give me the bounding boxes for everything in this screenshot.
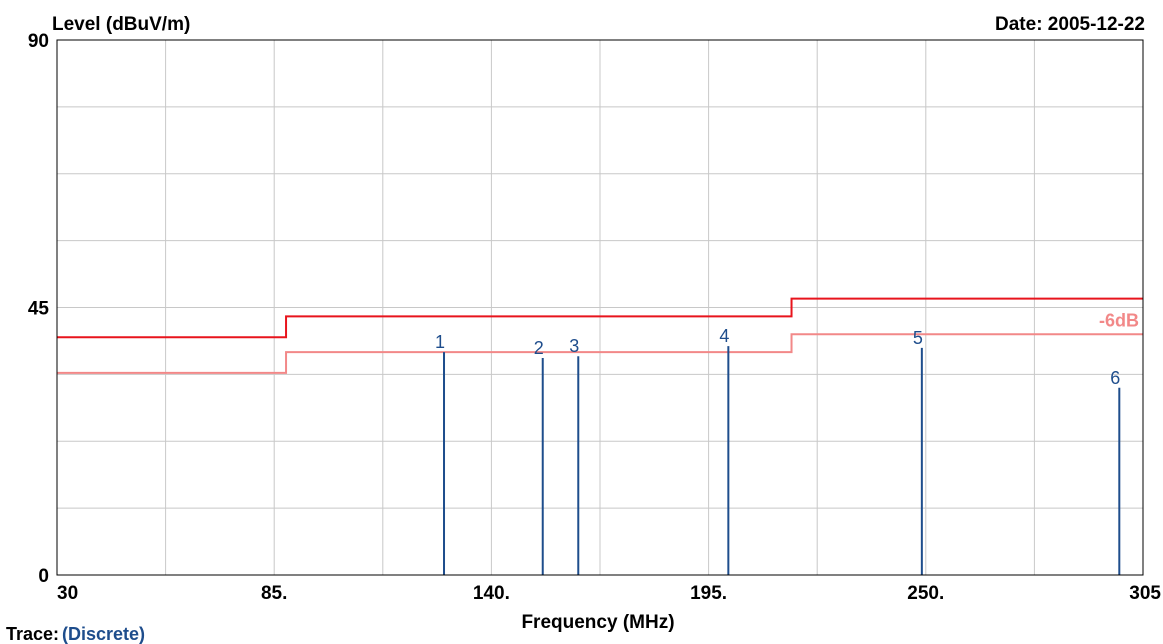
marker-label: 5 [913, 328, 923, 348]
y-tick-label: 90 [28, 31, 49, 52]
marker-label: 3 [569, 336, 579, 356]
y-tick-label: 0 [38, 566, 49, 587]
limit-line [57, 333, 1143, 374]
x-tick-label: 195. [690, 583, 727, 604]
x-tick-label: 30 [57, 583, 78, 604]
marker-label: 2 [534, 338, 544, 358]
marker-label: 6 [1110, 368, 1120, 388]
y-axis-label: Level (dBuV/m) [52, 14, 190, 35]
trace-value: (Discrete) [62, 624, 145, 644]
x-tick-label: 140. [473, 583, 510, 604]
x-axis-label: Frequency (MHz) [521, 612, 674, 633]
x-tick-label: 305 [1129, 583, 1161, 604]
plot-frame [56, 39, 1144, 576]
marker-label: 4 [719, 326, 729, 346]
trace-label: Trace: [6, 624, 59, 644]
marker-label: 1 [435, 332, 445, 352]
y-tick-label: 45 [28, 299, 50, 320]
grid [56, 39, 1144, 576]
limit-line [57, 297, 1143, 339]
limit-lines: -6dB [57, 297, 1143, 374]
x-tick-label: 85. [261, 583, 287, 604]
markers: 1 2 3 4 5 6 [435, 326, 1120, 575]
date-label: Date: 2005-12-22 [995, 14, 1145, 35]
limit-line-label: -6dB [1099, 310, 1139, 330]
x-tick-label: 250. [907, 583, 944, 604]
